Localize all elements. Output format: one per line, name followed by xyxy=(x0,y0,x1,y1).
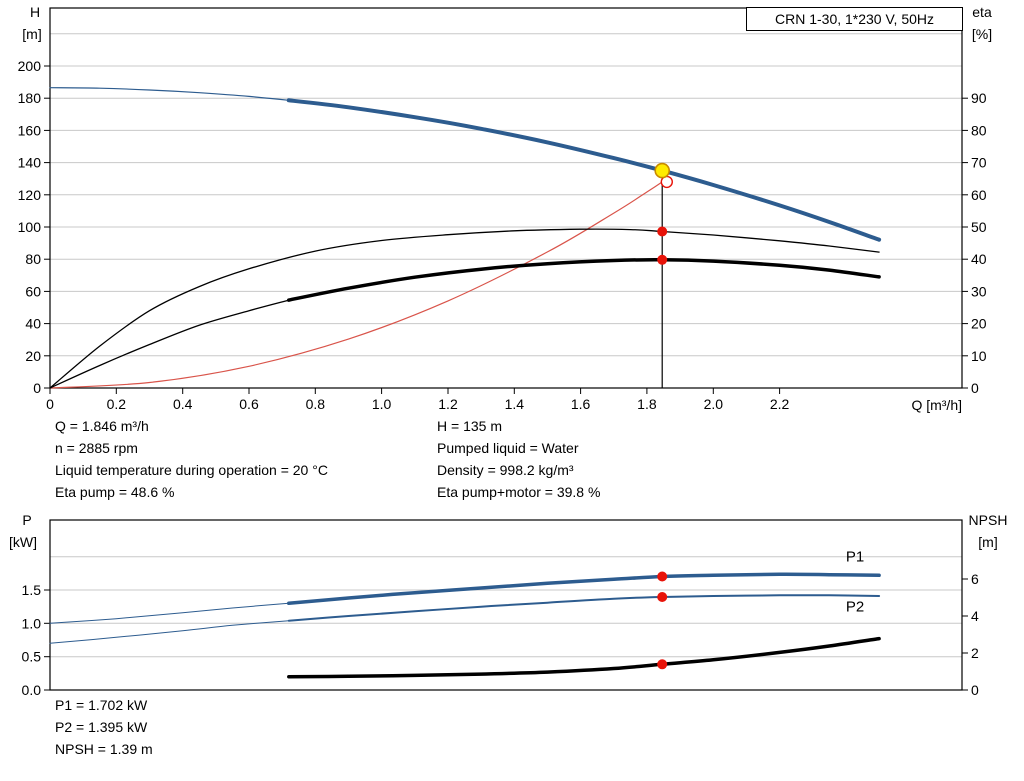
power-readout-block: P1 = 1.702 kW P2 = 1.395 kW NPSH = 1.39 … xyxy=(55,697,153,763)
curve-label-p2: P2 xyxy=(846,598,864,615)
plot-border xyxy=(49,7,963,389)
x-tick-label: 1.6 xyxy=(571,396,591,412)
npsh-curve xyxy=(287,636,881,679)
head-curve-lead xyxy=(49,87,290,101)
curve-value-marker xyxy=(657,659,668,670)
y-left-tick-label: 120 xyxy=(18,187,42,203)
readout-p1: P1 = 1.702 kW xyxy=(55,697,148,713)
curve-value-marker xyxy=(657,592,668,602)
y-left-tick-label: 60 xyxy=(25,283,41,299)
y-left-tick-label: 200 xyxy=(18,58,42,74)
duty-readout-left-column: Q = 1.846 m³/h n = 2885 rpm Liquid tempe… xyxy=(55,418,328,506)
readout-q: Q = 1.846 m³/h xyxy=(55,418,149,434)
q-axis-label: Q [m³/h] xyxy=(911,397,962,413)
y-left-tick-label: 180 xyxy=(18,90,42,106)
curve-value-marker xyxy=(657,571,668,582)
x-tick-label: 0.8 xyxy=(306,396,326,412)
power-npsh-chart[interactable]: 0.0 0.5 1.0 1.5 0 2 4 6 P1 P2 xyxy=(0,505,1024,781)
p-axis-unit: [kW] xyxy=(9,534,37,550)
x-tick-label: 1.8 xyxy=(637,396,657,412)
y-left-tick-label: 140 xyxy=(18,155,42,171)
x-tick-label: 0 xyxy=(46,396,54,412)
eta-pump-curve xyxy=(49,228,880,389)
npsh-axis-name: NPSH xyxy=(968,512,1008,528)
plot-border xyxy=(49,519,963,691)
readout-h: H = 135 m xyxy=(437,418,502,434)
readout-npsh: NPSH = 1.39 m xyxy=(55,741,153,757)
duty-point-marker[interactable] xyxy=(654,162,671,179)
npsh-axis-unit: [m] xyxy=(978,534,998,550)
y-right-tick-label: 20 xyxy=(971,316,987,332)
readout-eta-pump: Eta pump = 48.6 % xyxy=(55,484,175,500)
curve-label-p1: P1 xyxy=(846,548,864,565)
y-right-tick-label: 2 xyxy=(971,645,979,661)
eta-axis-name: eta xyxy=(972,4,992,20)
p-axis-name: P xyxy=(22,512,32,528)
x-tick-label: 2.0 xyxy=(704,396,724,412)
head-curve xyxy=(286,98,882,242)
pump-title-box: CRN 1-30, 1*230 V, 50Hz xyxy=(746,7,963,31)
curve-value-marker xyxy=(657,254,668,265)
y-right-tick-label: 60 xyxy=(971,187,987,203)
readout-p2: P2 = 1.395 kW xyxy=(55,719,148,735)
y-right-tick-label: 6 xyxy=(971,571,979,587)
readout-eta-pump-motor: Eta pump+motor = 39.8 % xyxy=(437,484,601,500)
y-left-tick-label: 80 xyxy=(25,251,41,267)
readout-temperature: Liquid temperature during operation = 20… xyxy=(55,462,328,478)
x-tick-label: 1.0 xyxy=(372,396,392,412)
y-right-tick-label: 10 xyxy=(971,348,987,364)
eta-axis-unit: [%] xyxy=(971,26,993,42)
y-right-tick-label: 40 xyxy=(971,251,987,267)
y-left-tick-label: 1.0 xyxy=(22,615,42,631)
y-left-tick-label: 0.0 xyxy=(22,682,42,698)
y-left-tick-label: 40 xyxy=(25,316,41,332)
y-right-tick-label: 0 xyxy=(971,380,979,396)
system-curve xyxy=(49,181,663,389)
h-axis-name: H xyxy=(29,4,41,20)
h-axis-unit: [m] xyxy=(22,26,42,42)
y-right-tick-label: 80 xyxy=(971,122,987,138)
eta-pump-motor-lead xyxy=(49,299,290,389)
y-right-tick-label: 30 xyxy=(971,283,987,299)
readout-density: Density = 998.2 kg/m³ xyxy=(437,462,574,478)
x-tick-label: 2.2 xyxy=(770,396,790,412)
p2-curve-lead xyxy=(49,620,290,644)
readout-n: n = 2885 rpm xyxy=(55,440,138,456)
y-left-tick-label: 160 xyxy=(18,122,42,138)
duty-readout-right-column: H = 135 m Pumped liquid = Water Density … xyxy=(437,418,600,506)
y-left-tick-label: 1.5 xyxy=(22,582,42,598)
y-left-tick-label: 0.5 xyxy=(22,649,42,665)
readout-liquid: Pumped liquid = Water xyxy=(437,440,579,456)
y-left-tick-label: 100 xyxy=(18,219,42,235)
y-right-tick-label: 0 xyxy=(971,682,979,698)
y-right-tick-label: 50 xyxy=(971,219,987,235)
y-right-tick-label: 90 xyxy=(971,90,987,106)
y-right-tick-label: 4 xyxy=(971,608,979,624)
y-left-tick-label: 0 xyxy=(33,380,41,396)
x-tick-label: 1.2 xyxy=(438,396,458,412)
y-left-tick-label: 20 xyxy=(25,348,41,364)
eta-pump-motor-curve xyxy=(287,258,881,302)
curve-value-marker xyxy=(657,226,668,237)
x-tick-label: 0.2 xyxy=(107,396,127,412)
y-right-tick-label: 70 xyxy=(971,155,987,171)
qh-eta-chart[interactable]: 0 0.2 0.4 0.6 0.8 1.0 1.2 1.4 1.6 1.8 2.0 2.2 0 20 40 6… xyxy=(0,0,1024,420)
p1-curve-lead xyxy=(49,602,290,624)
x-tick-label: 0.6 xyxy=(239,396,259,412)
p1-curve xyxy=(287,572,881,606)
x-tick-label: 1.4 xyxy=(505,396,525,412)
x-tick-label: 0.4 xyxy=(173,396,193,412)
p2-curve xyxy=(287,594,881,622)
